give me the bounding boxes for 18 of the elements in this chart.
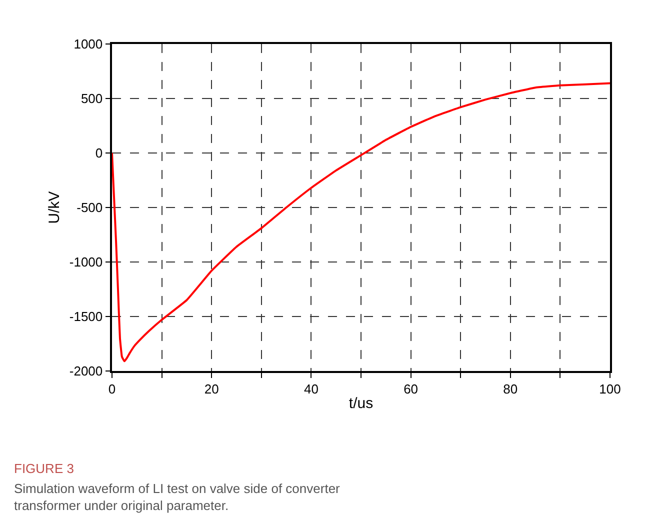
y-tick-label: -500 [76,200,103,216]
x-tick-label: 100 [599,381,621,396]
x-tick-label: 80 [503,381,518,396]
x-tick-label: 40 [304,381,318,396]
line-series [112,82,610,362]
x-tick-label: 60 [404,381,418,396]
caption: FIGURE 3 [14,461,74,476]
y-tick-label: -1500 [69,309,103,324]
y-tick-label: -2000 [69,364,103,379]
y-tick-label: 1000 [74,36,103,52]
x-tick-label: 20 [204,381,219,396]
text: Simulation waveform of LI test on valve side of converter transformer under original parameter. [14,481,341,513]
y-tick-label: -1000 [69,254,103,270]
y-tick-label: 500 [80,91,103,106]
x-tick-label: 0 [108,381,116,396]
y-tick-label: 0 [95,146,103,161]
y-axis-title: U/kV [46,191,64,224]
x-axis-title: t/us [348,394,374,412]
